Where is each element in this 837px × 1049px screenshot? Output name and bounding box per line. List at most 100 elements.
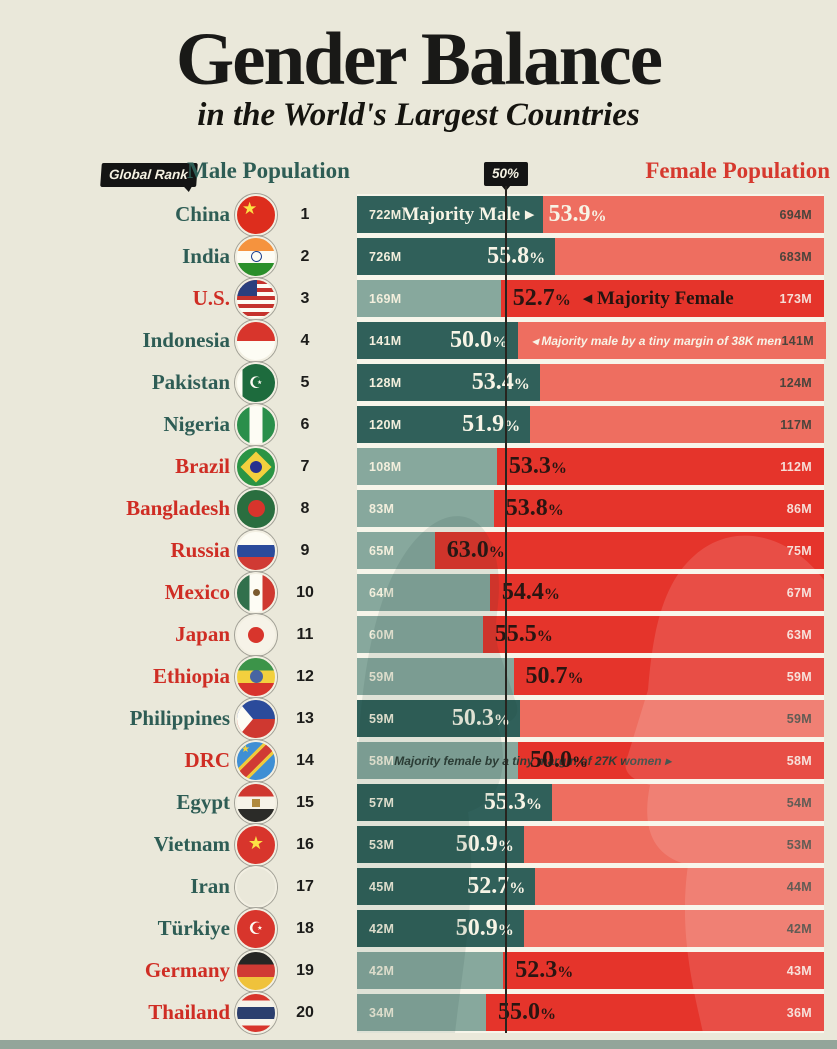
male-bar-segment: 722M Majority Male ▸ 53.9% (357, 196, 606, 233)
male-population-value: 58M (369, 753, 395, 768)
male-population-value: 45M (369, 879, 395, 894)
country-label: Philippines (129, 706, 230, 730)
country-label: Bangladesh (126, 496, 230, 520)
male-population-value: 65M (369, 543, 395, 558)
rank-number: 10 (296, 583, 314, 601)
female-bar-segment: 63.0% 75M (434, 532, 824, 569)
female-population-value: 683M (779, 249, 812, 264)
percent-label: 50.0% (450, 327, 509, 353)
russia-flag-icon (235, 529, 277, 572)
country-label: DRC (184, 748, 231, 772)
percent-label: 53.4% (471, 369, 530, 395)
rank-number: 19 (296, 961, 314, 979)
male-population-value: 42M (369, 963, 395, 978)
country-label: Egypt (176, 790, 230, 814)
female-bar-segment: 54M (551, 784, 824, 821)
female-population-value: 44M (786, 879, 812, 894)
majority-callout: ◂ Majority Female (582, 288, 734, 309)
female-population-value: 173M (779, 291, 812, 306)
japan-flag-icon (235, 613, 277, 656)
rank-number: 16 (296, 835, 314, 853)
gender-bar: 65M 63.0% 75M (357, 532, 824, 569)
fifty-percent-badge: 50% (483, 162, 529, 186)
bangladesh-flag-icon (235, 487, 277, 530)
rank-number: 3 (300, 289, 310, 307)
percent-label: 53.3% (508, 453, 567, 479)
female-bar-segment: 44M (535, 868, 824, 905)
female-population-value: 54M (786, 795, 812, 810)
gender-bar: 64M 54.4% 67M (357, 574, 824, 611)
female-population-value: 67M (786, 585, 812, 600)
female-bar-segment: 59M (519, 700, 824, 737)
majority-callout: Majority Male ▸ (401, 204, 535, 225)
country-label: Ethiopia (152, 664, 230, 688)
gender-bar: 45M 52.7% 44M (357, 868, 824, 905)
male-population-value: 64M (369, 585, 395, 600)
percent-label: 53.9% (548, 201, 607, 227)
male-bar-segment: 726M 55.8% (357, 238, 556, 275)
rank-number: 17 (296, 877, 314, 895)
rank-number: 8 (300, 499, 310, 517)
male-population-value: 57M (369, 795, 395, 810)
footer-strip (0, 1040, 837, 1049)
male-bar-segment: 64M (357, 574, 490, 611)
female-bar-segment: 54.4% 67M (489, 574, 824, 611)
margin-note: Majority female by a tiny margin of 27K … (394, 753, 671, 768)
percent-label: 52.7% (467, 873, 526, 899)
gender-bar: 83M 53.8% 86M (357, 490, 824, 527)
country-row-japan: Japan 11 60M 55.5% 63M (0, 613, 837, 656)
country-row-bangladesh: Bangladesh 8 83M 53.8% 86M (0, 487, 837, 530)
male-population-value: 53M (369, 837, 395, 852)
percent-label: 55.8% (487, 243, 546, 269)
male-population-value: 120M (369, 417, 402, 432)
female-bar-segment: 52.3% 43M (503, 952, 824, 989)
thailand-flag-icon (235, 991, 277, 1034)
percent-label: 54.4% (501, 579, 560, 605)
gender-bar: 34M 55.0% 36M (357, 994, 824, 1031)
philippines-flag-icon (235, 697, 277, 740)
gender-bar: 60M 55.5% 63M (357, 616, 824, 653)
male-population-value: 722M (369, 207, 402, 222)
male-population-value: 141M (369, 333, 402, 348)
gender-bar: 169M 52.7% ◂ Majority Female 173M (357, 280, 824, 317)
male-bar-segment: 83M (357, 490, 494, 527)
female-population-value: 86M (786, 501, 812, 516)
percent-label: 50.3% (451, 705, 510, 731)
female-bar-segment: 50.7% 59M (513, 658, 824, 695)
country-row-iran: Iran 17 45M 52.7% 44M (0, 865, 837, 908)
female-population-value: 59M (786, 669, 812, 684)
gender-bar: 141M 50.0% ◂ Majority male by a tiny margi… (357, 322, 826, 359)
male-population-value: 108M (369, 459, 402, 474)
female-population-value: 117M (780, 417, 812, 432)
gender-bar: 57M 55.3% 54M (357, 784, 824, 821)
country-label: Vietnam (153, 832, 230, 856)
male-bar-segment: 58M Majority female by a tiny margin of 2… (357, 742, 671, 779)
country-label: Russia (170, 538, 230, 562)
percent-label: 55.0% (497, 999, 556, 1025)
fifty-percent-line (505, 186, 507, 1033)
male-population-value: 59M (369, 711, 395, 726)
country-label: Nigeria (163, 412, 230, 436)
female-population-value: 53M (786, 837, 812, 852)
male-bar-segment: 42M (357, 952, 504, 989)
country-label: U.S. (192, 286, 230, 310)
country-label: Türkiye (157, 916, 230, 940)
male-population-value: 42M (369, 921, 395, 936)
rank-number: 20 (296, 1003, 314, 1021)
rank-number: 1 (300, 205, 310, 223)
country-row-indonesia: Indonesia 4 141M 50.0% ◂ Majority male by a … (0, 319, 837, 362)
rank-number: 9 (300, 541, 310, 559)
male-bar-segment: 57M 55.3% (357, 784, 552, 821)
gender-bar: 58M Majority female by a tiny margin of 2… (357, 742, 824, 779)
gender-bar: 722M Majority Male ▸ 53.9% 694M (357, 196, 824, 233)
rank-number: 14 (296, 751, 314, 769)
country-row-mexico: Mexico 10 64M 54.4% 67M (0, 571, 837, 614)
country-row-russia: Russia 9 65M 63.0% 75M (0, 529, 837, 572)
male-population-value: 60M (369, 627, 395, 642)
male-bar-segment: 59M (357, 658, 514, 695)
vietnam-flag-icon (235, 823, 277, 866)
female-bar-segment: 55.0% 36M (485, 994, 824, 1031)
